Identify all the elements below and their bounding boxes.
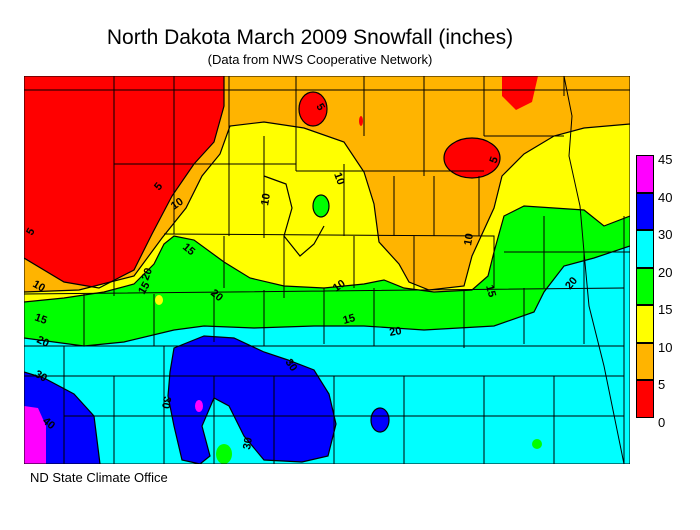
pocket-5-northeast bbox=[444, 138, 500, 178]
contour-label: 5 bbox=[488, 155, 501, 165]
pocket-15-west bbox=[155, 295, 163, 305]
contour-label: 10 bbox=[462, 232, 476, 246]
pocket-20-southeast bbox=[532, 439, 542, 449]
snowfall-map: 5 5 5 5 10 10 10 10 10 10 15 15 15 15 15… bbox=[24, 76, 630, 464]
legend-swatch bbox=[636, 380, 654, 418]
credit-text: ND State Climate Office bbox=[30, 470, 168, 485]
pocket-5-north bbox=[299, 92, 327, 126]
pocket-5-top-right bbox=[502, 76, 538, 110]
contour-label: 5 bbox=[313, 102, 326, 113]
legend-label: 15 bbox=[658, 302, 673, 317]
contour-label: 20 bbox=[35, 334, 51, 350]
legend-label: 30 bbox=[658, 227, 673, 242]
legend-label: 20 bbox=[658, 264, 673, 280]
contour-label: 10 bbox=[331, 171, 346, 187]
color-legend: 45 40 30 20 15 10 5 0 bbox=[636, 152, 696, 429]
pocket-15-center bbox=[313, 195, 329, 217]
contour-label: 20 bbox=[388, 325, 402, 339]
legend-label: 5 bbox=[658, 377, 666, 392]
contour-label: 15 bbox=[136, 280, 153, 297]
legend-swatch bbox=[636, 155, 654, 193]
contour-label: 30 bbox=[241, 436, 255, 450]
contour-label: 15 bbox=[342, 312, 357, 327]
pocket-20-south bbox=[216, 444, 232, 464]
contour-label: 30 bbox=[33, 368, 50, 385]
contour-label: 30 bbox=[283, 357, 300, 374]
contour-label: 15 bbox=[33, 312, 49, 327]
contour-label: 5 bbox=[24, 226, 37, 237]
map-title: North Dakota March 2009 Snowfall (inches… bbox=[106, 26, 514, 49]
pocket-45-central bbox=[195, 400, 203, 412]
legend-swatch bbox=[636, 305, 654, 343]
contour-label: 10 bbox=[331, 278, 348, 295]
legend-swatch bbox=[636, 230, 654, 268]
contour-label: 30 bbox=[159, 395, 173, 409]
legend-label: 10 bbox=[658, 339, 673, 355]
map-subtitle: (Data from NWS Cooperative Network) bbox=[207, 52, 433, 67]
contour-label: 10 bbox=[259, 192, 273, 206]
pocket-10-north bbox=[359, 116, 363, 126]
zone-40-45 bbox=[24, 406, 46, 464]
contour-label: 10 bbox=[31, 278, 48, 295]
contour-label: 15 bbox=[483, 284, 498, 299]
pocket-40-east bbox=[371, 408, 389, 432]
contour-label: 20 bbox=[140, 266, 155, 282]
legend-swatch bbox=[636, 192, 654, 230]
legend-swatch bbox=[636, 342, 654, 380]
legend-label: 0 bbox=[658, 414, 666, 430]
legend-swatch bbox=[636, 267, 654, 305]
legend-label: 40 bbox=[658, 189, 673, 205]
zone-30-40-central bbox=[168, 336, 336, 464]
contour-label: 10 bbox=[169, 196, 186, 213]
legend-label: 45 bbox=[658, 152, 673, 167]
